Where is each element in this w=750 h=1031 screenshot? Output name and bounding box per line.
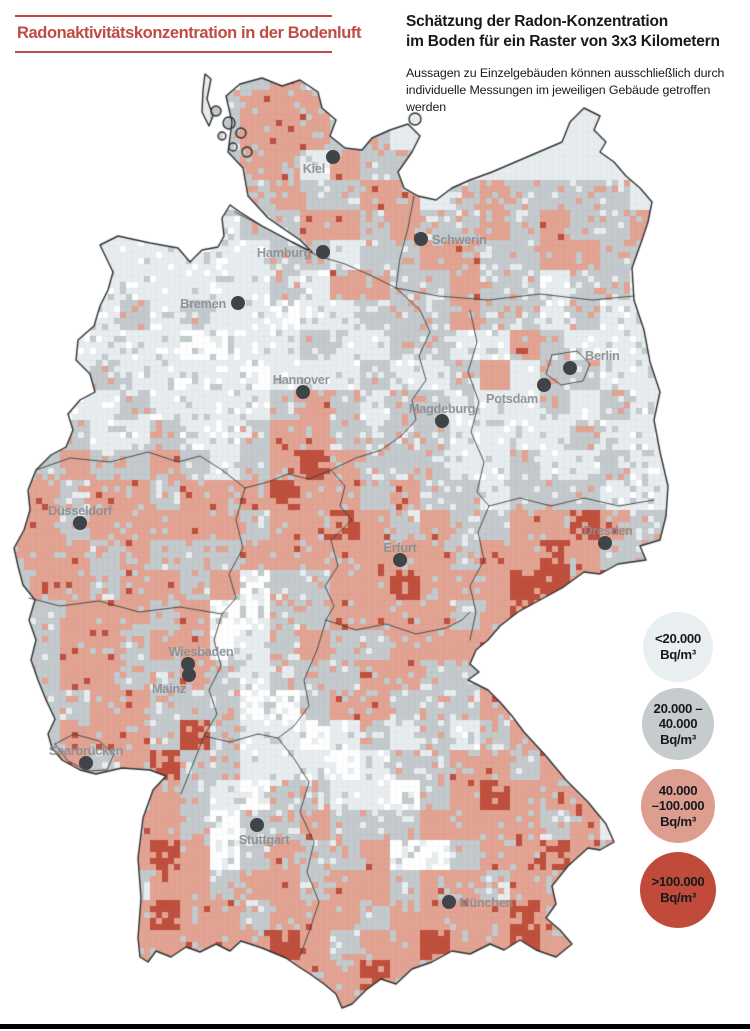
city-label: Wiesbaden xyxy=(168,644,234,659)
legend-label: Bq/m³ xyxy=(660,647,696,662)
legend-circle-20000-40000: 20.000 – 40.000 Bq/m³ xyxy=(642,688,714,760)
city-label: Bremen xyxy=(180,296,226,311)
disclaimer-line1: Aussagen zu Einzelgebäuden können aussch… xyxy=(406,66,725,81)
city-dot xyxy=(563,361,577,375)
legend-label: Bq/m³ xyxy=(660,890,696,905)
city-dot xyxy=(442,895,456,909)
city-label: Hamburg xyxy=(256,245,311,260)
map-title-line1: Schätzung der Radon-Konzentration xyxy=(406,13,669,30)
legend-circle-over-100000: >100.000 Bq/m³ xyxy=(640,852,716,928)
legend-label: 40.000 xyxy=(658,716,698,732)
map-title-line2: im Boden für ein Raster von 3x3 Kilomete… xyxy=(406,33,720,51)
city-dot xyxy=(435,414,449,428)
city-dot xyxy=(182,668,196,682)
legend-label: >100.000 xyxy=(651,874,705,890)
city-dot xyxy=(296,385,310,399)
city-label: Hannover xyxy=(272,372,330,387)
disclaimer-line2: individuelle Messungen im jeweiligen Geb… xyxy=(406,83,711,114)
city-label: München xyxy=(459,895,514,910)
city-dot xyxy=(316,245,330,259)
bottom-rule-bar xyxy=(0,1024,750,1029)
city-label: Stuttgart xyxy=(238,832,290,847)
city-label: Magdeburg xyxy=(408,401,476,416)
legend-label: 20.000 – xyxy=(653,700,703,716)
city-label: Mainz xyxy=(151,681,186,696)
map-heading: Schätzung der Radon-Konzentration im Bod… xyxy=(406,12,746,115)
legend-label: Bq/m³ xyxy=(660,813,696,829)
city-dot xyxy=(73,516,87,530)
city-dot xyxy=(598,536,612,550)
legend-circle-under-20000: <20.000 Bq/m³ xyxy=(643,612,713,682)
city-dot xyxy=(250,818,264,832)
city-dot xyxy=(326,150,340,164)
city-dot xyxy=(231,296,245,310)
city-dot xyxy=(414,232,428,246)
legend-circle-40000-100000: 40.000 –100.000 Bq/m³ xyxy=(641,769,715,843)
legend-label: <20.000 xyxy=(655,631,701,647)
legend-label: Bq/m³ xyxy=(660,731,696,747)
city-dot xyxy=(537,378,551,392)
city-label: Potsdam xyxy=(486,391,538,406)
city-dot xyxy=(79,756,93,770)
city-label: Dresden xyxy=(583,523,633,538)
page-title: Radonaktivitätskonzentration in der Bode… xyxy=(15,15,362,53)
city-dot xyxy=(181,657,195,671)
city-label: Kiel xyxy=(302,161,326,176)
legend-label: 40.000 xyxy=(658,782,698,798)
city-label: Erfurt xyxy=(383,540,417,555)
city-dot xyxy=(393,553,407,567)
legend-label: –100.000 xyxy=(651,798,705,814)
city-label: Berlin xyxy=(585,348,620,363)
city-label: Saarbrücken xyxy=(48,743,124,758)
city-label: Schwerin xyxy=(432,232,487,247)
city-label: Düsseldorf xyxy=(48,503,112,518)
